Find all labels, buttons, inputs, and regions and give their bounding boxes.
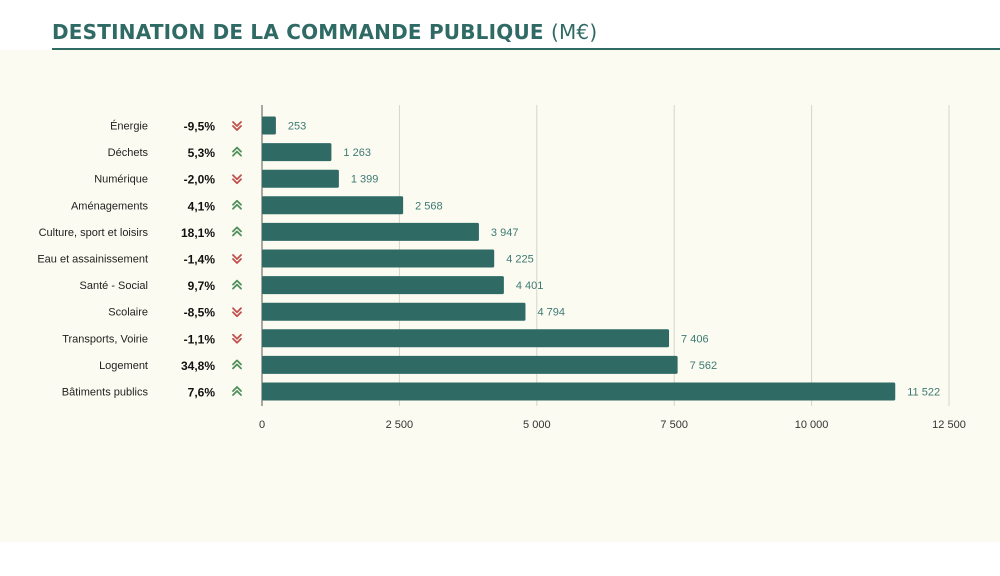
chevron-up-icon: [232, 386, 242, 396]
data-label: 11 522: [907, 387, 940, 399]
change-percent: 18,1%: [181, 226, 215, 240]
chevron-down-icon: [232, 121, 242, 131]
change-percent: -2,0%: [184, 173, 216, 187]
chevron-up-icon: [232, 199, 242, 210]
x-tick-label: 7 500: [660, 419, 688, 431]
bar: [262, 143, 332, 162]
chevron-down-icon: [232, 333, 242, 344]
bar: [262, 196, 404, 215]
category-label: Déchets: [108, 147, 149, 159]
change-percent: -9,5%: [184, 120, 216, 134]
data-label: 4 401: [516, 280, 544, 292]
chart-panel: [0, 50, 1000, 542]
x-tick-label: 2 500: [386, 419, 414, 431]
data-label: 4 225: [506, 254, 534, 266]
category-label: Eau et assainissement: [37, 254, 148, 266]
change-percent: 7,6%: [188, 386, 216, 400]
x-tick-label: 10 000: [795, 419, 829, 431]
category-label: Numérique: [94, 174, 148, 186]
footer-strip: [0, 542, 1000, 576]
data-label: 1 263: [343, 147, 371, 159]
data-label: 4 794: [537, 307, 565, 319]
bar: [262, 116, 276, 135]
title-underline: [52, 48, 1000, 50]
category-label: Énergie: [110, 120, 148, 133]
data-label: 7 562: [690, 360, 718, 372]
chevron-down-icon: [232, 254, 242, 264]
data-label: 7 406: [681, 333, 709, 345]
bar: [262, 355, 678, 374]
title-text: DESTINATION DE LA COMMANDE PUBLIQUE: [52, 20, 544, 44]
data-label: 3 947: [491, 227, 519, 239]
category-label: Bâtiments publics: [62, 387, 149, 399]
change-percent: -1,4%: [184, 253, 216, 267]
data-label: 1 399: [351, 174, 379, 186]
change-percent: -1,1%: [184, 332, 216, 346]
chevron-up-icon: [232, 226, 242, 237]
header: DESTINATION DE LA COMMANDE PUBLIQUE (M€): [0, 0, 1000, 50]
chevron-down-icon: [232, 307, 242, 318]
page-title: DESTINATION DE LA COMMANDE PUBLIQUE (M€): [52, 20, 597, 44]
bar: [262, 249, 495, 268]
change-percent: 34,8%: [181, 359, 215, 373]
bar: [262, 329, 670, 348]
chevron-down-icon: [232, 174, 242, 185]
change-percent: 9,7%: [188, 279, 216, 293]
category-label: Culture, sport et loisirs: [39, 227, 149, 239]
x-tick-label: 0: [259, 419, 265, 431]
category-label: Santé - Social: [80, 280, 148, 292]
bar: [262, 222, 479, 241]
bar: [262, 382, 896, 401]
category-label: Transports, Voirie: [62, 333, 148, 345]
chevron-up-icon: [232, 359, 242, 370]
category-label: Scolaire: [108, 307, 148, 319]
category-label: Aménagements: [71, 200, 149, 212]
title-unit: (M€): [550, 20, 598, 44]
chevron-up-icon: [232, 279, 242, 290]
change-percent: 4,1%: [188, 199, 216, 213]
data-label: 253: [288, 121, 306, 133]
change-percent: -8,5%: [184, 306, 216, 320]
bar: [262, 169, 339, 188]
chevron-up-icon: [232, 146, 242, 157]
x-tick-label: 12 500: [932, 419, 966, 431]
x-tick-label: 5 000: [523, 419, 551, 431]
bar: [262, 302, 526, 321]
category-label: Logement: [99, 360, 148, 372]
data-label: 2 568: [415, 200, 443, 212]
change-percent: 5,3%: [188, 146, 216, 160]
bar: [262, 276, 504, 295]
